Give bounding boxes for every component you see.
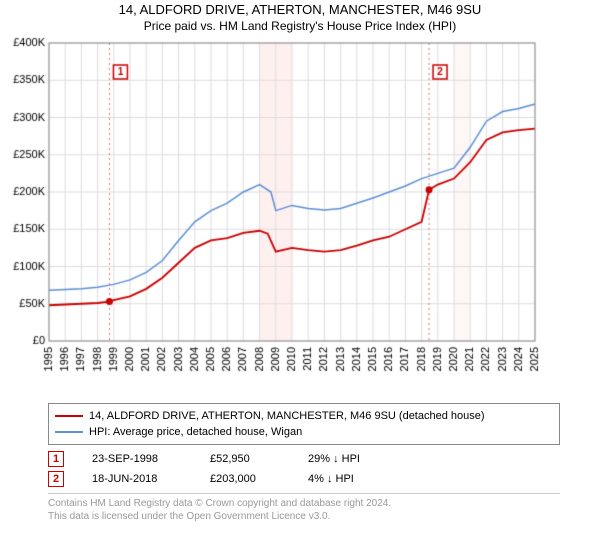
titles: 14, ALDFORD DRIVE, ATHERTON, MANCHESTER,…	[0, 0, 600, 37]
attribution: Contains HM Land Registry data © Crown c…	[48, 497, 560, 523]
marker-date-1: 23-SEP-1998	[92, 453, 182, 465]
legend-box: 14, ALDFORD DRIVE, ATHERTON, MANCHESTER,…	[48, 403, 560, 445]
marker-row-2: 2 18-JUN-2018 £203,000 4% ↓ HPI	[48, 469, 560, 489]
legend-row-property: 14, ALDFORD DRIVE, ATHERTON, MANCHESTER,…	[55, 408, 553, 424]
chart-container: 14, ALDFORD DRIVE, ATHERTON, MANCHESTER,…	[0, 0, 600, 523]
legend-label-property: 14, ALDFORD DRIVE, ATHERTON, MANCHESTER,…	[89, 408, 485, 424]
marker-diff-1: 29% ↓ HPI	[308, 453, 388, 465]
marker-row-1: 1 23-SEP-1998 £52,950 29% ↓ HPI	[48, 449, 560, 469]
markers-table: 1 23-SEP-1998 £52,950 29% ↓ HPI 2 18-JUN…	[48, 449, 560, 489]
legend-swatch-property	[55, 415, 83, 417]
legend-label-hpi: HPI: Average price, detached house, Wiga…	[89, 424, 302, 440]
line-chart-canvas	[5, 37, 565, 397]
attribution-line1: Contains HM Land Registry data © Crown c…	[48, 497, 560, 510]
marker-badge-1: 1	[48, 451, 64, 467]
title-main: 14, ALDFORD DRIVE, ATHERTON, MANCHESTER,…	[0, 2, 600, 17]
divider	[48, 493, 560, 494]
marker-price-1: £52,950	[210, 453, 280, 465]
chart-area	[5, 37, 565, 397]
marker-badge-2: 2	[48, 471, 64, 487]
attribution-line2: This data is licensed under the Open Gov…	[48, 510, 560, 523]
legend-swatch-hpi	[55, 431, 83, 433]
marker-diff-2: 4% ↓ HPI	[308, 473, 388, 485]
marker-date-2: 18-JUN-2018	[92, 473, 182, 485]
legend-row-hpi: HPI: Average price, detached house, Wiga…	[55, 424, 553, 440]
title-sub: Price paid vs. HM Land Registry's House …	[0, 19, 600, 33]
marker-price-2: £203,000	[210, 473, 280, 485]
